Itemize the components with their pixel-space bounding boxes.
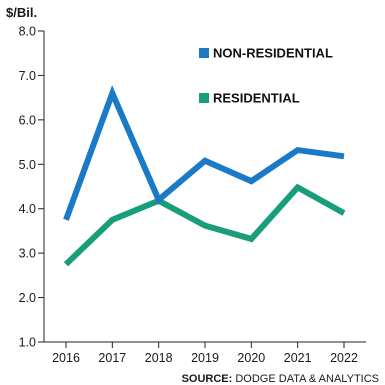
y-tick-label: 8.0 (19, 25, 36, 39)
x-tick-label: 2022 (330, 351, 358, 365)
x-tick-label: 2016 (52, 351, 80, 365)
source-text: DODGE DATA & ANALYTICS (232, 373, 379, 385)
legend: NON-RESIDENTIAL RESIDENTIAL (199, 46, 333, 106)
legend-label-residential: RESIDENTIAL (213, 91, 300, 106)
legend-label-non-residential: NON-RESIDENTIAL (213, 46, 333, 61)
source-credit: SOURCE: DODGE DATA & ANALYTICS (182, 373, 379, 385)
y-tick-label: 5.0 (19, 158, 36, 172)
x-tick-label: 2019 (191, 351, 219, 365)
y-tick-label: 1.0 (19, 336, 36, 350)
axes: 1.0 2.0 3.0 4.0 5.0 6.0 7.0 8.0 2016 2017 2018 2019… (19, 25, 366, 365)
legend-swatch-residential (199, 93, 209, 103)
y-tick-label: 2.0 (19, 291, 36, 305)
y-tick-label: 6.0 (19, 113, 36, 127)
x-tick-label: 2021 (284, 351, 312, 365)
legend-swatch-non-residential (199, 48, 209, 58)
x-tick-label: 2020 (237, 351, 265, 365)
series-layer (63, 85, 346, 267)
x-tick-label: 2018 (145, 351, 173, 365)
y-axis-unit-label: $/Bil. (6, 5, 37, 20)
series-line-non-residential (63, 85, 345, 221)
x-tick-label: 2017 (98, 351, 126, 365)
y-tick-label: 7.0 (19, 69, 36, 83)
series-line-residential (63, 183, 346, 267)
source-prefix: SOURCE: (182, 373, 233, 385)
y-tick-label: 4.0 (19, 202, 36, 216)
y-tick-label: 3.0 (19, 247, 36, 261)
